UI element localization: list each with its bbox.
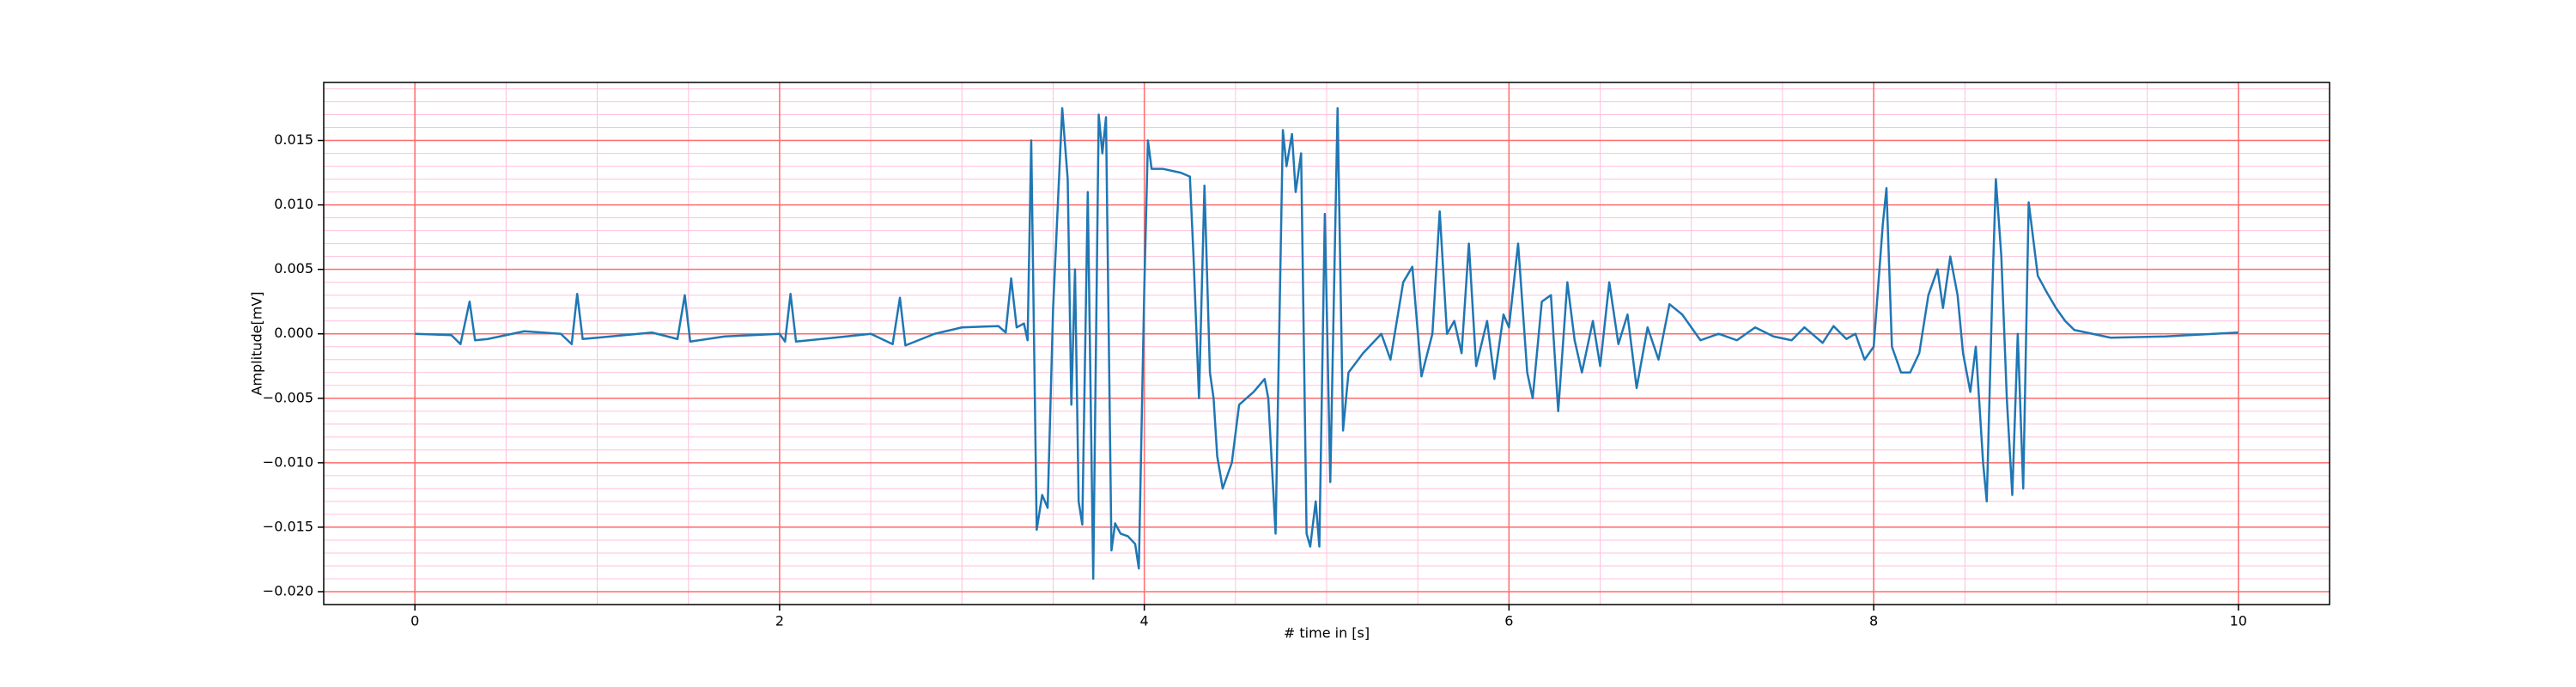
y-tick-label: 0.010 — [274, 196, 313, 212]
x-tick-label: 10 — [2230, 613, 2247, 629]
y-tick-label: −0.005 — [263, 389, 313, 405]
y-tick-label: −0.010 — [263, 453, 313, 470]
y-tick-label: −0.015 — [263, 518, 313, 534]
signal-line — [415, 106, 2239, 581]
y-tick-label: 0.005 — [274, 260, 313, 277]
axes-frame — [323, 82, 2330, 605]
y-tick-label: 0.000 — [274, 325, 313, 341]
y-tick-label: 0.015 — [274, 131, 313, 148]
x-tick-label: 4 — [1140, 613, 1149, 629]
y-tick-label: −0.020 — [263, 582, 313, 599]
x-axis-label: # time in [s] — [1284, 625, 1370, 641]
x-tick-label: 8 — [1869, 613, 1878, 629]
x-tick-label: 2 — [775, 613, 784, 629]
x-tick-label: 6 — [1504, 613, 1513, 629]
x-tick-label: 0 — [410, 613, 419, 629]
y-axis-label: Amplitude[mV] — [249, 291, 265, 395]
